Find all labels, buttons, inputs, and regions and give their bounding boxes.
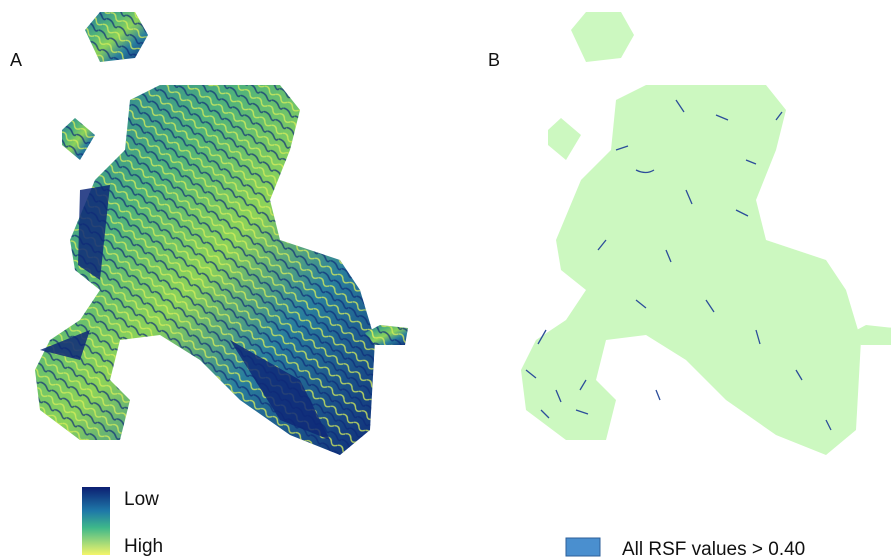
legend-high: High bbox=[124, 536, 163, 557]
color-ramp bbox=[82, 487, 110, 555]
legend-low: Low bbox=[124, 489, 159, 510]
panel-label: B bbox=[488, 50, 500, 70]
legend-swatch bbox=[566, 538, 600, 556]
map-a bbox=[35, 12, 408, 455]
map-b bbox=[521, 12, 891, 455]
legend-a: Low High bbox=[82, 487, 163, 557]
figure: A B Low High All RSF values > 0.40 bbox=[0, 0, 891, 560]
panel-label: A bbox=[10, 50, 22, 70]
legend-b: All RSF values > 0.40 bbox=[566, 538, 805, 560]
legend-label: All RSF values > 0.40 bbox=[622, 539, 805, 560]
